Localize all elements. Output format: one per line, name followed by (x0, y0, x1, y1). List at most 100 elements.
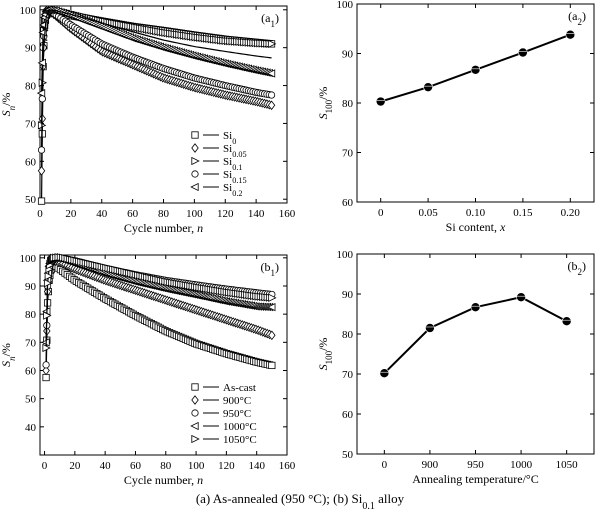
data-point (42, 365, 50, 376)
x-tick-label: 40 (96, 208, 108, 220)
data-point (43, 279, 53, 288)
y-tick-label: 70 (25, 337, 37, 349)
plot-frame (356, 3, 595, 203)
legend-label: 1000°C (223, 421, 257, 433)
figure-caption: (a) As-annealed (950 °C); (b) Si0.1 allo… (196, 491, 405, 511)
y-tick-label: 40 (25, 422, 37, 434)
y-tick-label: 70 (25, 118, 37, 130)
x-tick-label: 20 (65, 208, 77, 220)
x-tick-label: 0 (42, 460, 48, 472)
y-tick-label: 100 (337, 249, 354, 261)
y-tick-label: 90 (25, 281, 37, 293)
legend-label: 950°C (223, 408, 251, 420)
y-tick-label: 70 (342, 148, 354, 160)
x-tick-label: 0.05 (418, 207, 438, 219)
data-point (42, 361, 50, 369)
data-point (561, 316, 572, 327)
data-point (43, 311, 52, 320)
legend-marker (191, 143, 199, 153)
legend-marker (191, 383, 199, 391)
x-tick-label: 20 (69, 460, 81, 472)
x-tick-label: 0.20 (561, 207, 581, 219)
x-tick-label: 160 (279, 208, 296, 220)
y-tick-label: 80 (25, 309, 37, 321)
x-tick-label: 100 (186, 208, 203, 220)
y-tick-label: 80 (342, 98, 354, 110)
y-tick-label: 70 (342, 369, 354, 381)
y-tick-label: 50 (25, 194, 37, 206)
x-tick-label: 100 (188, 460, 205, 472)
y-tick-label: 50 (342, 449, 354, 461)
data-point (470, 65, 481, 75)
y-tick-label: 50 (25, 394, 37, 406)
x-tick-label: 900 (422, 459, 439, 471)
plot-frame (356, 253, 595, 455)
y-tick-label: 80 (25, 81, 37, 93)
data-point (470, 302, 481, 313)
data-point (268, 361, 276, 370)
data-point (36, 88, 46, 98)
x-axis-label: Cycle number, n (124, 221, 203, 235)
data-point (268, 330, 276, 341)
data-point (267, 302, 276, 312)
panel-label: (b1) (261, 260, 280, 278)
data-point (379, 368, 390, 379)
x-tick-label: 0.15 (513, 207, 533, 219)
panel-a2: 0 0.05 0.10 0.15 0.20 60 70 80 90 100 Si content, … (316, 0, 595, 234)
panel-label: (a1) (261, 11, 279, 29)
x-tick-label: 60 (127, 208, 139, 220)
x-tick-label: 1050 (556, 459, 579, 471)
x-tick-label: 0.10 (466, 207, 486, 219)
series-s100 (375, 29, 576, 107)
legend-label: As-cast (223, 382, 256, 394)
x-tick-label: 120 (217, 208, 234, 220)
series-curve (42, 9, 272, 59)
legend-label: Si0.15 (223, 169, 247, 185)
x-tick-label: 140 (248, 460, 265, 472)
y-tick-label: 60 (25, 365, 37, 377)
legend-marker (191, 170, 199, 178)
series-s100 (379, 292, 572, 379)
series-Si0.15 (37, 6, 276, 154)
data-point (44, 271, 54, 281)
series-line (42, 9, 272, 59)
panel-a1: 0 20 40 60 80 100 120 140 1605060708090100Cycle … (0, 5, 296, 235)
x-tick-label: 0 (382, 459, 388, 471)
data-point (375, 96, 386, 107)
plot-frame (39, 254, 288, 456)
y-axis-label: S100/% (316, 338, 334, 371)
x-tick-label: 950 (467, 459, 484, 471)
y-axis-label: S100/% (316, 87, 334, 120)
legend-label: 1050°C (223, 434, 257, 446)
y-tick-label: 60 (342, 409, 354, 421)
series-line (40, 9, 272, 94)
x-tick-label: 120 (218, 460, 235, 472)
y-tick-label: 90 (342, 49, 354, 61)
x-tick-label: 140 (248, 208, 265, 220)
legend-label: 900°C (223, 395, 251, 407)
y-tick-label: 90 (342, 289, 354, 301)
data-point (37, 197, 46, 205)
panel-label: (a2) (568, 9, 586, 27)
data-point (267, 91, 276, 99)
data-point (37, 146, 46, 154)
x-axis-label: Cycle number, n (124, 473, 203, 487)
y-tick-label: 100 (337, 0, 354, 11)
series-As-cast (42, 261, 276, 382)
series-1050°C (42, 252, 277, 353)
data-point (42, 343, 51, 353)
x-axis-label: Si content, x (446, 220, 506, 234)
y-tick-label: 90 (25, 43, 37, 55)
x-tick-label: 40 (100, 460, 112, 472)
data-point (423, 82, 433, 92)
panel-label: (b2) (568, 259, 587, 277)
legend-marker (190, 182, 199, 192)
legend-marker (191, 409, 199, 417)
x-tick-label: 60 (130, 460, 142, 472)
data-point (37, 165, 46, 176)
legend-marker (190, 421, 199, 431)
x-tick-label: 80 (160, 460, 172, 472)
legend-marker (191, 434, 200, 444)
